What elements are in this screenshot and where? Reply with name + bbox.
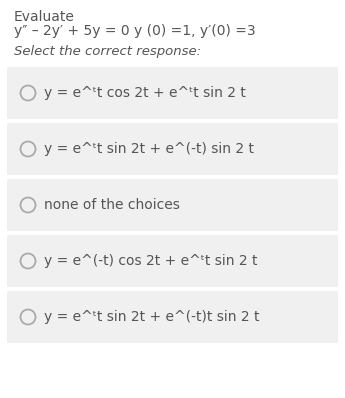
Text: y = e^ᵗt sin 2t + e^(-t)t sin 2 t: y = e^ᵗt sin 2t + e^(-t)t sin 2 t <box>44 310 259 324</box>
Text: none of the choices: none of the choices <box>44 198 180 212</box>
FancyBboxPatch shape <box>7 123 338 175</box>
Text: Evaluate: Evaluate <box>14 10 75 24</box>
Text: y = e^(-t) cos 2t + e^ᵗt sin 2 t: y = e^(-t) cos 2t + e^ᵗt sin 2 t <box>44 254 257 268</box>
FancyBboxPatch shape <box>7 67 338 119</box>
Text: Select the correct response:: Select the correct response: <box>14 45 201 58</box>
FancyBboxPatch shape <box>7 235 338 287</box>
Text: y = e^ᵗt sin 2t + e^(-t) sin 2 t: y = e^ᵗt sin 2t + e^(-t) sin 2 t <box>44 142 254 156</box>
Text: y = e^ᵗt cos 2t + e^ᵗt sin 2 t: y = e^ᵗt cos 2t + e^ᵗt sin 2 t <box>44 86 246 100</box>
Text: y″ – 2y′ + 5y = 0 y (0) =1, y′(0) =3: y″ – 2y′ + 5y = 0 y (0) =1, y′(0) =3 <box>14 24 256 38</box>
FancyBboxPatch shape <box>7 179 338 231</box>
FancyBboxPatch shape <box>7 291 338 343</box>
